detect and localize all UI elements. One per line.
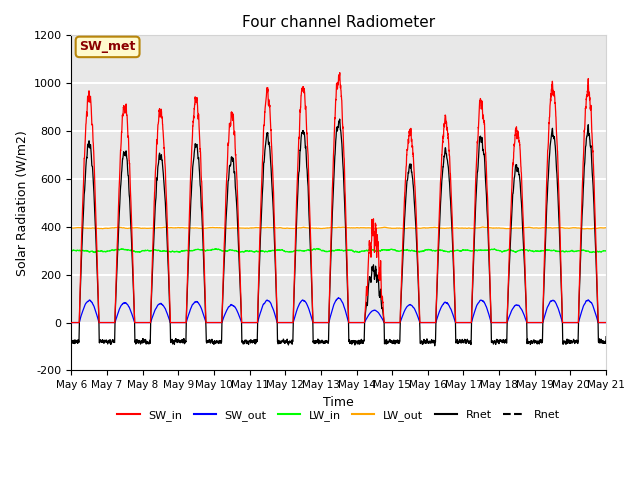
Bar xyxy=(72,36,606,323)
Y-axis label: Solar Radiation (W/m2): Solar Radiation (W/m2) xyxy=(15,130,28,276)
Text: SW_met: SW_met xyxy=(79,40,136,53)
Title: Four channel Radiometer: Four channel Radiometer xyxy=(242,15,435,30)
Legend: SW_in, SW_out, LW_in, LW_out, Rnet, Rnet: SW_in, SW_out, LW_in, LW_out, Rnet, Rnet xyxy=(113,406,564,425)
X-axis label: Time: Time xyxy=(323,396,354,408)
